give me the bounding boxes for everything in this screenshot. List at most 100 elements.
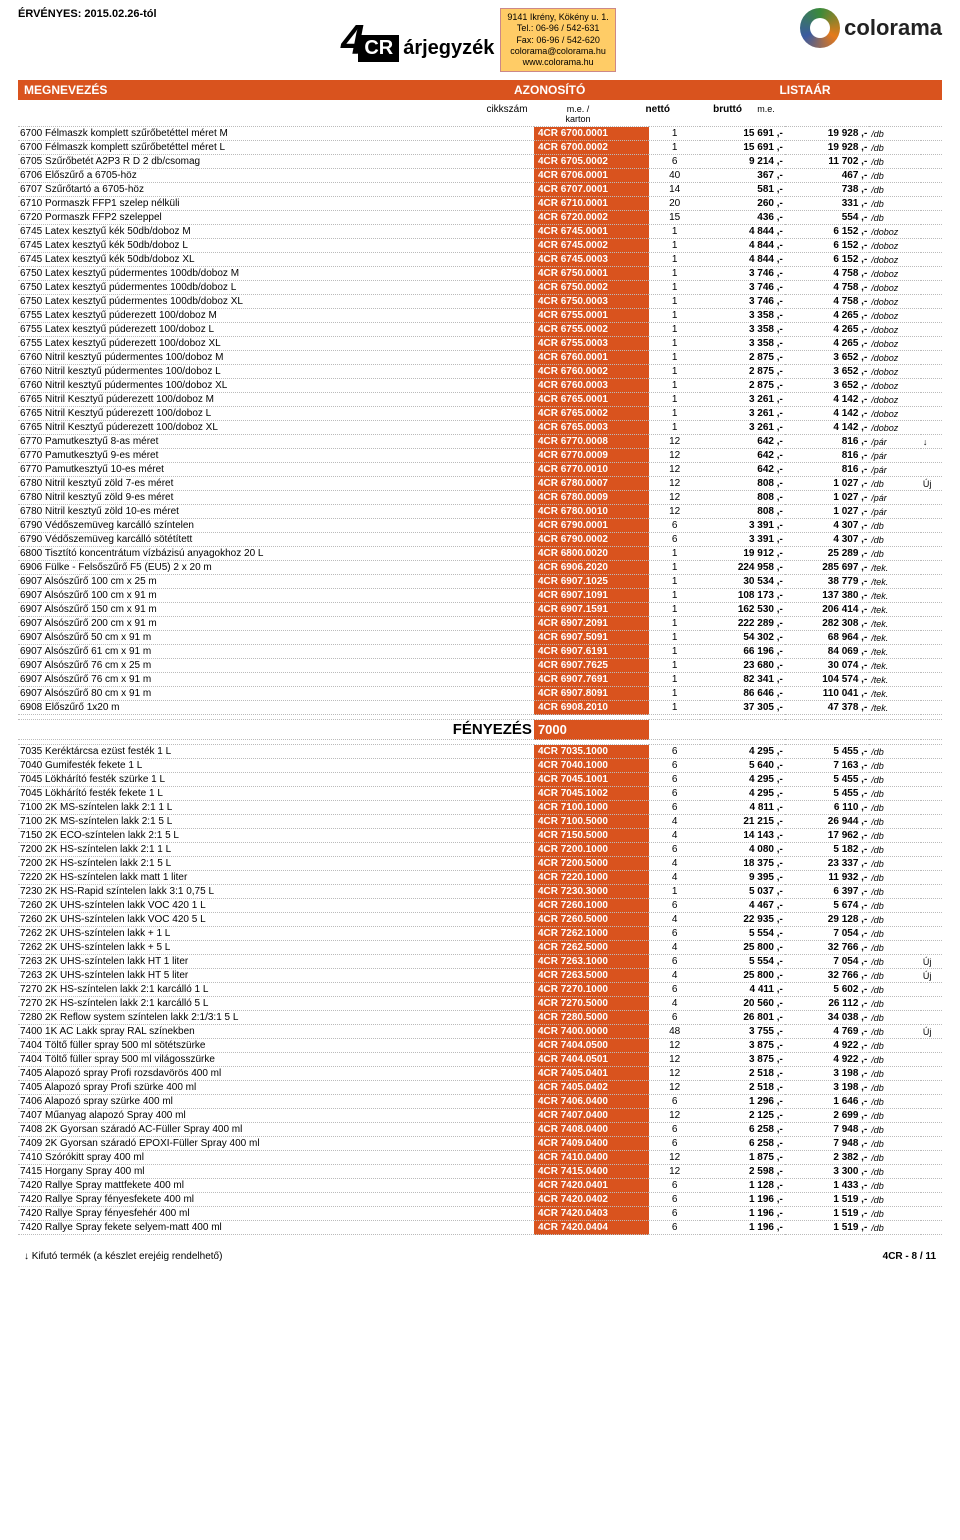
cell-code: 4CR 7260.1000 <box>534 899 649 913</box>
cell-flag: Új <box>921 955 942 969</box>
cell-unit: /tek. <box>869 659 921 673</box>
cell-desc: 6770 Pamutkesztyű 9-es méret <box>18 449 534 463</box>
cell-flag <box>921 337 942 351</box>
cell-gross: 816 ,- <box>785 435 869 449</box>
cell-gross: 110 041 ,- <box>785 687 869 701</box>
cell-code: 4CR 6907.5091 <box>534 631 649 645</box>
cell-net: 20 560 ,- <box>700 997 784 1011</box>
cell-net: 25 800 ,- <box>700 941 784 955</box>
validity-text: ÉRVÉNYES: 2015.02.26-tól <box>18 8 157 20</box>
cell-net: 23 680 ,- <box>700 659 784 673</box>
table-row: 7420 Rallye Spray fényesfehér 400 ml4CR … <box>18 1207 942 1221</box>
table-row: 7409 2K Gyorsan száradó EPOXI-Füller Spr… <box>18 1137 942 1151</box>
cell-gross: 5 455 ,- <box>785 787 869 801</box>
cell-unit: /db <box>869 1109 921 1123</box>
cell-flag <box>921 701 942 715</box>
cell-gross: 3 198 ,- <box>785 1081 869 1095</box>
cell-desc: 7045 Lökhárító festék szürke 1 L <box>18 773 534 787</box>
cell-flag <box>921 505 942 519</box>
table-row: 6907 Alsószűrő 76 cm x 25 m4CR 6907.7625… <box>18 659 942 673</box>
cell-gross: 32 766 ,- <box>785 969 869 983</box>
cell-gross: 23 337 ,- <box>785 857 869 871</box>
col-netto: nettó <box>600 104 672 124</box>
cell-unit: /db <box>869 141 921 155</box>
cell-code: 4CR 7260.5000 <box>534 913 649 927</box>
cell-flag <box>921 1011 942 1025</box>
cell-net: 4 467 ,- <box>700 899 784 913</box>
cell-flag <box>921 323 942 337</box>
cell-net: 260 ,- <box>700 197 784 211</box>
cell-flag <box>921 561 942 575</box>
cell-pack: 12 <box>649 1081 701 1095</box>
cell-code: 4CR 6780.0009 <box>534 491 649 505</box>
cell-flag <box>921 1221 942 1235</box>
table-row: 7040 Gumifesték fekete 1 L4CR 7040.10006… <box>18 759 942 773</box>
cell-flag <box>921 1137 942 1151</box>
cell-net: 1 196 ,- <box>700 1193 784 1207</box>
cell-unit: /db <box>869 1123 921 1137</box>
cell-desc: 6750 Latex kesztyű púdermentes 100db/dob… <box>18 295 534 309</box>
cell-pack: 1 <box>649 617 701 631</box>
cell-gross: 2 699 ,- <box>785 1109 869 1123</box>
cell-unit: /db <box>869 547 921 561</box>
cell-pack: 4 <box>649 969 701 983</box>
cell-desc: 7045 Lökhárító festék fekete 1 L <box>18 787 534 801</box>
cell-code: 4CR 6700.0001 <box>534 127 649 141</box>
cell-net: 82 341 ,- <box>700 673 784 687</box>
cell-flag <box>921 687 942 701</box>
cell-net: 4 844 ,- <box>700 239 784 253</box>
cell-desc: 6906 Fülke - Felsőszűrő F5 (EU5) 2 x 20 … <box>18 561 534 575</box>
cell-net: 54 302 ,- <box>700 631 784 645</box>
cell-code: 4CR 7200.1000 <box>534 843 649 857</box>
cell-net: 37 305 ,- <box>700 701 784 715</box>
cell-flag <box>921 463 942 477</box>
table-row: 6780 Nitril kesztyű zöld 10-es méret4CR … <box>18 505 942 519</box>
cell-net: 4 844 ,- <box>700 253 784 267</box>
cell-desc: 7230 2K HS-Rapid színtelen lakk 3:1 0,75… <box>18 885 534 899</box>
cell-code: 4CR 6750.0003 <box>534 295 649 309</box>
banner-col-price: LISTAÁR <box>668 80 942 100</box>
cell-flag <box>921 983 942 997</box>
cell-flag <box>921 575 942 589</box>
cell-pack: 6 <box>649 927 701 941</box>
cell-code: 4CR 7262.5000 <box>534 941 649 955</box>
cell-gross: 5 182 ,- <box>785 843 869 857</box>
cell-desc: 6765 Nitril Kesztyű púderezett 100/doboz… <box>18 407 534 421</box>
cell-flag <box>921 1165 942 1179</box>
col-brutto: bruttó <box>672 104 744 124</box>
cell-gross: 29 128 ,- <box>785 913 869 927</box>
cell-pack: 6 <box>649 787 701 801</box>
cell-desc: 7150 2K ECO-színtelen lakk 2:1 5 L <box>18 829 534 843</box>
cell-pack: 12 <box>649 463 701 477</box>
cell-unit: /db <box>869 519 921 533</box>
cell-code: 4CR 7280.5000 <box>534 1011 649 1025</box>
table-row: 7200 2K HS-színtelen lakk 2:1 5 L4CR 720… <box>18 857 942 871</box>
cell-pack: 4 <box>649 829 701 843</box>
cell-flag <box>921 885 942 899</box>
cell-flag <box>921 295 942 309</box>
cell-code: 4CR 6765.0001 <box>534 393 649 407</box>
cell-code: 4CR 6706.0001 <box>534 169 649 183</box>
table-row: 7400 1K AC Lakk spray RAL színekben4CR 7… <box>18 1025 942 1039</box>
cell-unit: /db <box>869 969 921 983</box>
cell-net: 162 530 ,- <box>700 603 784 617</box>
cell-gross: 467 ,- <box>785 169 869 183</box>
cell-desc: 7404 Töltő füller spray 500 ml sötétszür… <box>18 1039 534 1053</box>
table-row: 7405 Alapozó spray Profi szürke 400 ml4C… <box>18 1081 942 1095</box>
cell-pack: 6 <box>649 773 701 787</box>
price-table-2: 7035 Keréktárcsa ezüst festék 1 L4CR 703… <box>18 744 942 1235</box>
cell-code: 4CR 6750.0001 <box>534 267 649 281</box>
table-row: 7262 2K UHS-színtelen lakk + 1 L4CR 7262… <box>18 927 942 941</box>
cell-gross: 1 646 ,- <box>785 1095 869 1109</box>
cell-desc: 7280 2K Reflow system színtelen lakk 2:1… <box>18 1011 534 1025</box>
table-row: 7410 Szórókitt spray 400 ml4CR 7410.0400… <box>18 1151 942 1165</box>
cell-unit: /db <box>869 745 921 759</box>
cell-desc: 7200 2K HS-színtelen lakk 2:1 1 L <box>18 843 534 857</box>
cell-pack: 6 <box>649 1207 701 1221</box>
cell-code: 4CR 7420.0401 <box>534 1179 649 1193</box>
cell-net: 14 143 ,- <box>700 829 784 843</box>
cell-net: 642 ,- <box>700 435 784 449</box>
cell-pack: 1 <box>649 393 701 407</box>
table-row: 6700 Félmaszk komplett szűrőbetéttel mér… <box>18 127 942 141</box>
table-row: 6907 Alsószűrő 50 cm x 91 m4CR 6907.5091… <box>18 631 942 645</box>
